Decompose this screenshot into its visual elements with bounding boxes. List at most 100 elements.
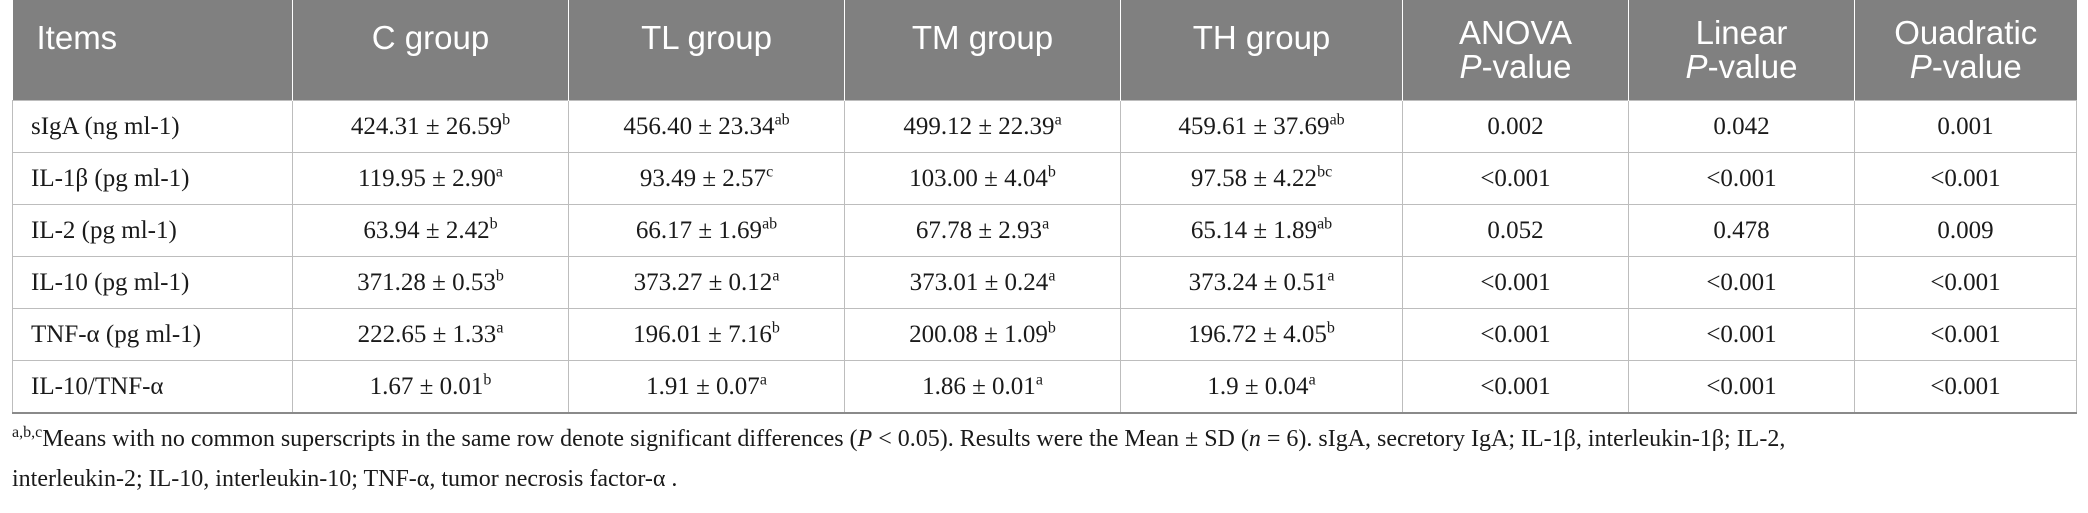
footnote-p: P (857, 426, 873, 452)
cell-value: 222.65 ± 1.33 (357, 320, 497, 348)
cell-value: 1.86 ± 0.01 (922, 372, 1036, 400)
table-row: sIgA (ng ml-1) 424.31 ± 26.59b 456.40 ± … (12, 100, 2077, 153)
cell-superscript: a (772, 267, 780, 285)
row-item-label: IL-2 (pg ml-1) (12, 204, 293, 257)
table-row: TNF-α (pg ml-1) 222.65 ± 1.33a 196.01 ± … (12, 308, 2077, 361)
header-linear-suffix: -value (1707, 48, 1798, 85)
th-group-cell: 65.14 ± 1.89ab (1120, 204, 1403, 257)
cell-superscript: ab (1317, 215, 1333, 233)
quadratic-p-cell: 0.009 (1854, 204, 2077, 257)
cell-superscript: a (495, 163, 503, 181)
header-linear-p: P (1685, 48, 1708, 85)
header-anova-line1: ANOVA (1458, 14, 1573, 51)
cell-superscript: ab (774, 111, 790, 129)
quadratic-p-cell: <0.001 (1854, 308, 2077, 361)
header-linear: Linear P-value (1628, 0, 1855, 101)
row-item-label: sIgA (ng ml-1) (12, 100, 293, 153)
linear-p-cell: 0.042 (1628, 100, 1855, 153)
header-quadratic-suffix: -value (1931, 48, 2022, 85)
quadratic-p-cell: <0.001 (1854, 256, 2077, 309)
anova-p-cell: <0.001 (1402, 152, 1629, 205)
header-tm-group: TM group (844, 0, 1121, 101)
cell-superscript: ab (762, 215, 778, 233)
footnote-superscript: a,b,c (12, 424, 43, 441)
header-linear-line2: P-value (1629, 50, 1854, 84)
cell-value: 1.91 ± 0.07 (646, 372, 760, 400)
table-row: IL-10 (pg ml-1) 371.28 ± 0.53b 373.27 ± … (12, 256, 2077, 309)
cell-superscript: c (766, 163, 774, 181)
cell-superscript: b (771, 319, 780, 337)
table-row: IL-2 (pg ml-1) 63.94 ± 2.42b 66.17 ± 1.6… (12, 204, 2077, 257)
cell-superscript: b (1326, 319, 1335, 337)
cell-value: 103.00 ± 4.04 (909, 164, 1048, 192)
results-table: Items C group TL group TM group TH group… (12, 0, 2077, 414)
header-anova: ANOVA P-value (1402, 0, 1629, 101)
tl-group-cell: 373.27 ± 0.12a (568, 256, 845, 309)
header-quadratic-p: P (1909, 48, 1932, 85)
c-group-cell: 424.31 ± 26.59b (292, 100, 569, 153)
c-group-cell: 119.95 ± 2.90a (292, 152, 569, 205)
cell-superscript: b (1047, 163, 1056, 181)
header-quadratic: Ouadratic P-value (1854, 0, 2077, 101)
quadratic-p-cell: <0.001 (1854, 152, 2077, 205)
anova-p-cell: <0.001 (1402, 360, 1629, 414)
header-quadratic-line2: P-value (1855, 50, 2077, 84)
cell-value: 373.24 ± 0.51 (1188, 268, 1328, 296)
cell-superscript: a (1054, 111, 1062, 129)
tm-group-cell: 67.78 ± 2.93a (844, 204, 1121, 257)
cell-value: 67.78 ± 2.93 (915, 216, 1043, 244)
cell-value: 424.31 ± 26.59 (350, 112, 503, 140)
header-anova-p: P (1459, 48, 1482, 85)
header-tl-group: TL group (568, 0, 845, 101)
cell-superscript: bc (1317, 163, 1333, 181)
header-linear-line1: Linear (1695, 14, 1788, 51)
tl-group-cell: 66.17 ± 1.69ab (568, 204, 845, 257)
th-group-cell: 97.58 ± 4.22bc (1120, 152, 1403, 205)
row-item-label: IL-1β (pg ml-1) (12, 152, 293, 205)
cell-value: 373.01 ± 0.24 (909, 268, 1049, 296)
anova-p-cell: 0.002 (1402, 100, 1629, 153)
cell-value: 66.17 ± 1.69 (635, 216, 763, 244)
cell-value: 1.9 ± 0.04 (1207, 372, 1309, 400)
cell-superscript: a (1042, 215, 1050, 233)
linear-p-cell: <0.001 (1628, 360, 1855, 414)
cell-value: 1.67 ± 0.01 (369, 372, 484, 400)
tm-group-cell: 200.08 ± 1.09b (844, 308, 1121, 361)
cell-superscript: b (502, 111, 511, 129)
row-item-label: TNF-α (pg ml-1) (12, 308, 293, 361)
th-group-cell: 459.61 ± 37.69ab (1120, 100, 1403, 153)
footnote-text-3: = 6). sIgA, secretory IgA; IL-1β, interl… (1260, 426, 1786, 452)
cell-value: 93.49 ± 2.57 (639, 164, 767, 192)
anova-p-cell: 0.052 (1402, 204, 1629, 257)
row-item-label: IL-10/TNF-α (12, 360, 293, 414)
cell-value: 65.14 ± 1.89 (1190, 216, 1318, 244)
cell-value: 63.94 ± 2.42 (363, 216, 490, 244)
quadratic-p-cell: <0.001 (1854, 360, 2077, 414)
cell-value: 119.95 ± 2.90 (358, 164, 496, 192)
cell-superscript: a (1048, 267, 1056, 285)
linear-p-cell: <0.001 (1628, 308, 1855, 361)
anova-p-cell: <0.001 (1402, 256, 1629, 309)
header-row: Items C group TL group TM group TH group… (12, 0, 2077, 101)
cell-superscript: a (1308, 371, 1316, 389)
c-group-cell: 371.28 ± 0.53b (292, 256, 569, 309)
tm-group-cell: 1.86 ± 0.01a (844, 360, 1121, 414)
tm-group-cell: 103.00 ± 4.04b (844, 152, 1121, 205)
cell-value: 200.08 ± 1.09 (909, 320, 1048, 348)
table-row: IL-10/TNF-α 1.67 ± 0.01b 1.91 ± 0.07a 1.… (12, 360, 2077, 414)
table-footnote: a,b,cMeans with no common superscripts i… (12, 419, 2076, 499)
tm-group-cell: 499.12 ± 22.39a (844, 100, 1121, 153)
cell-value: 196.72 ± 4.05 (1188, 320, 1327, 348)
cell-superscript: a (1327, 267, 1335, 285)
cell-superscript: b (1047, 319, 1056, 337)
cell-superscript: a (496, 319, 504, 337)
cell-superscript: b (495, 267, 504, 285)
tl-group-cell: 196.01 ± 7.16b (568, 308, 845, 361)
footnote-n: n (1248, 426, 1261, 452)
header-quadratic-line1: Ouadratic (1894, 14, 2038, 51)
quadratic-p-cell: 0.001 (1854, 100, 2077, 153)
header-c-group: C group (292, 0, 569, 101)
cell-value: 499.12 ± 22.39 (903, 112, 1055, 140)
footnote-text-1: Means with no common superscripts in the… (42, 426, 858, 452)
cell-superscript: a (759, 371, 767, 389)
